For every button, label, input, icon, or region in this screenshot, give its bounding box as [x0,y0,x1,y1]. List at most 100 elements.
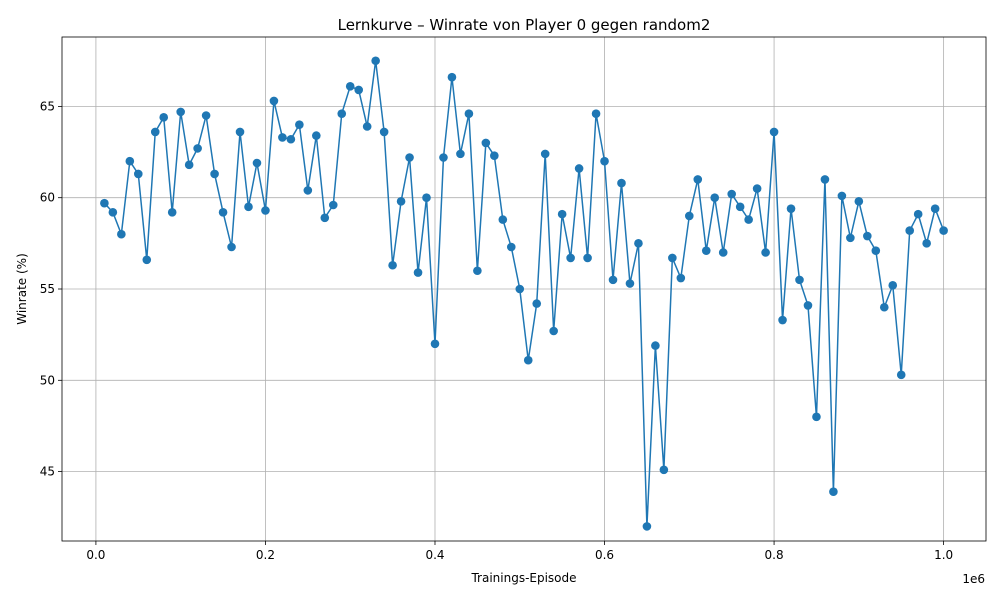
data-point [125,156,135,166]
data-point [913,209,923,219]
data-point [701,246,711,255]
data-point [244,202,253,212]
data-point [718,248,728,257]
data-point [710,193,720,202]
data-point [235,127,245,137]
data-point [727,189,736,199]
data-point [439,153,448,162]
data-point [184,160,194,170]
data-point [896,370,906,380]
data-point [617,178,626,188]
data-point [634,239,643,248]
data-point [549,326,558,336]
data-point [769,127,779,137]
data-point [337,109,347,118]
data-point [473,266,482,276]
data-point [328,200,338,210]
data-point [227,242,236,252]
x-axis-offset-label: 1e6 [962,572,985,586]
y-tick-label: 50 [40,373,55,387]
data-point [566,253,575,263]
data-point [108,208,118,217]
data-point [820,175,830,184]
data-point [735,202,745,212]
data-point [100,198,109,208]
data-point [362,122,372,131]
data-point [312,131,321,140]
data-point [379,127,389,137]
data-point [752,184,762,193]
data-point [803,301,813,310]
data-point [176,107,185,117]
data-point [413,268,423,277]
x-tick-label: 0.0 [86,548,105,562]
data-point [888,281,898,290]
data-point [829,487,838,497]
data-point [778,315,787,325]
data-point [515,284,525,294]
data-point [540,149,550,159]
data-point [871,246,881,255]
data-point [142,255,152,265]
data-point [532,299,542,308]
data-point [930,204,940,213]
data-point [464,109,474,118]
data-point [117,229,126,239]
data-point [583,253,592,263]
data-point [269,96,279,106]
data-point [210,169,219,179]
x-tick-label: 0.8 [765,548,784,562]
data-point [252,158,262,168]
data-point [447,72,457,82]
y-axis-label: Winrate (%) [15,253,29,325]
x-tick-label: 0.2 [256,548,275,562]
data-point [879,302,889,312]
data-point [905,226,915,235]
data-point [506,242,516,252]
data-point [668,253,677,263]
data-point [422,193,431,202]
x-tick-label: 0.4 [425,548,444,562]
data-point [651,341,660,350]
data-point [557,209,567,219]
data-point [320,213,330,223]
axis-ticks: 0.0 0.2 0.4 0.6 0.8 1.0 45 50 55 60 65 [40,99,953,562]
data-point [591,109,601,118]
y-tick-label: 65 [40,99,55,113]
data-point [659,465,669,475]
data-point [761,248,770,257]
data-point [812,412,821,422]
data-point [345,82,355,91]
y-tick-label: 60 [40,191,55,205]
data-point [133,169,143,179]
data-point [693,175,703,184]
data-point [744,215,753,224]
data-point [786,204,796,213]
data-point [608,275,618,285]
x-tick-label: 1.0 [934,548,953,562]
data-point [625,279,635,288]
data-point [490,151,499,160]
winrate-series [100,56,948,531]
data-point [837,191,847,201]
data-point [574,164,584,173]
data-point [201,111,211,120]
data-point [278,133,287,142]
data-point [261,206,270,215]
data-point [159,113,169,122]
data-point [430,339,440,349]
data-point [371,56,380,66]
data-point [218,208,228,217]
data-point [354,85,364,95]
data-point [303,186,313,195]
chart-title: Lernkurve – Winrate von Player 0 gegen r… [338,16,711,34]
data-point [396,197,406,206]
data-point [167,208,177,217]
data-point [193,144,202,153]
x-tick-label: 0.6 [595,548,614,562]
x-axis-label: Trainings-Episode [470,571,576,585]
data-point [795,275,804,285]
data-point [676,273,686,283]
data-point [939,226,948,235]
data-point [481,138,491,148]
